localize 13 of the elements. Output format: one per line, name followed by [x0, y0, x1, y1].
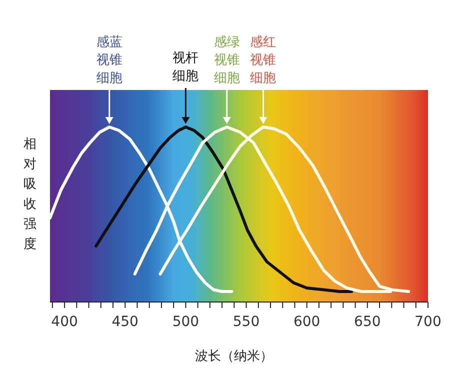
y-axis-title: 相对吸收强度: [24, 137, 36, 252]
x-tick-label: 500: [172, 314, 200, 330]
text: 感蓝视锥细胞: [96, 35, 122, 86]
text: 视杆细胞: [172, 51, 199, 84]
x-tick-label: 650: [354, 314, 381, 330]
x-axis-title: 波长（纳米）: [195, 349, 273, 364]
x-tick-label: 550: [232, 314, 260, 330]
x-tick-label: 400: [51, 314, 78, 330]
x-tick-label: 600: [293, 314, 320, 330]
text: 感红视锥细胞: [250, 35, 276, 86]
x-tick-label: 450: [112, 314, 138, 330]
x-tick-label: 700: [414, 314, 442, 330]
text: 感绿视锥细胞: [214, 35, 240, 86]
